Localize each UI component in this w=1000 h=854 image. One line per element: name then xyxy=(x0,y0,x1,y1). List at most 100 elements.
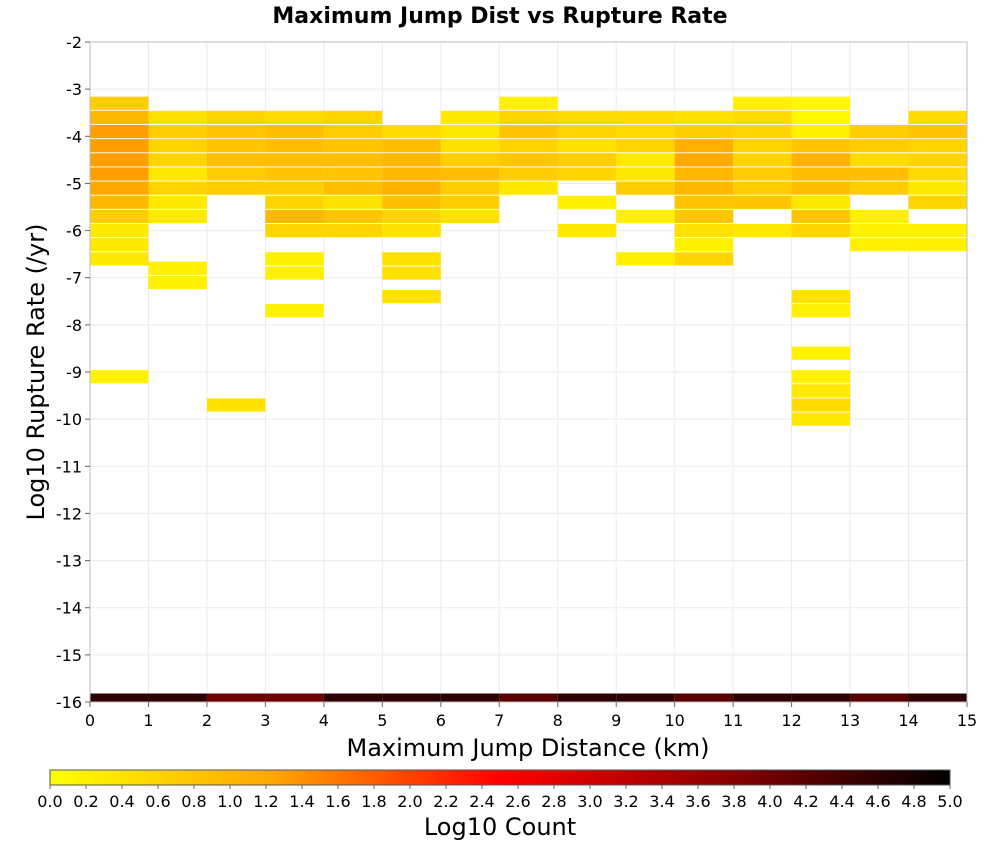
heatmap-cell xyxy=(323,693,383,702)
heatmap-cell xyxy=(382,289,441,304)
heatmap-cell xyxy=(557,167,617,181)
heatmap-cell xyxy=(382,693,441,702)
heatmap-cell xyxy=(440,693,500,702)
heatmap-cell xyxy=(733,195,792,209)
heatmap-cell xyxy=(148,209,207,224)
heatmap-cell xyxy=(265,181,324,195)
heatmap-cell xyxy=(206,181,266,195)
heatmap-cell xyxy=(90,693,149,702)
heatmap-cell xyxy=(557,153,617,167)
heatmap-cell xyxy=(148,139,207,153)
heatmap-cell xyxy=(791,181,851,195)
heatmap-cell xyxy=(674,110,734,125)
colorbar-tick-label: 3.6 xyxy=(685,792,710,811)
heatmap-cell xyxy=(90,252,149,266)
heatmap-cell xyxy=(791,195,851,209)
heatmap-cell xyxy=(90,195,149,209)
heatmap-cell xyxy=(323,209,383,224)
y-tick-label: -13 xyxy=(56,552,82,571)
heatmap-cell xyxy=(323,167,383,181)
heatmap-cell xyxy=(265,167,324,181)
heatmap-cell xyxy=(90,370,149,384)
heatmap-cell xyxy=(265,252,324,266)
heatmap-cell xyxy=(148,261,207,275)
heatmap-cell xyxy=(791,153,851,167)
heatmap-cell xyxy=(323,181,383,195)
y-tick-label: -15 xyxy=(56,646,82,665)
colorbar-tick-label: 1.8 xyxy=(361,792,386,811)
x-tick-label: 11 xyxy=(723,711,743,730)
colorbar xyxy=(49,769,951,786)
heatmap-cell xyxy=(791,384,851,398)
heatmap-cell xyxy=(791,110,851,125)
heatmap-cell xyxy=(323,139,383,153)
heatmap-cell xyxy=(791,139,851,153)
heatmap-cell xyxy=(265,195,324,209)
colorbar-tick-label: 0.6 xyxy=(145,792,170,811)
colorbar-tick-label: 3.4 xyxy=(649,792,674,811)
heatmap-cell xyxy=(791,370,851,384)
colorbar-tick-label: 1.0 xyxy=(217,792,242,811)
y-tick-label: -7 xyxy=(66,269,82,288)
heatmap-cell xyxy=(908,153,967,167)
colorbar-tick-label: 0.4 xyxy=(109,792,134,811)
heatmap-cell xyxy=(850,124,909,139)
colorbar-tick-label: 5.0 xyxy=(937,792,962,811)
heatmap-cell xyxy=(908,167,967,181)
heatmap-cell xyxy=(733,124,792,139)
heatmap-cell xyxy=(206,398,266,412)
heatmap-cell xyxy=(265,304,324,318)
heatmap-cell xyxy=(382,209,441,224)
heatmap-cell xyxy=(148,195,207,209)
x-tick-label: 6 xyxy=(436,711,446,730)
heatmap-cell xyxy=(616,252,675,266)
heatmap-cell xyxy=(850,167,909,181)
heatmap-cell xyxy=(499,167,558,181)
heatmap-cell xyxy=(674,167,734,181)
heatmap-cell xyxy=(616,153,675,167)
x-axis-ticks: 0 1 2 3 4 5 6 7 8 9 10 11 12 13 14 15 xyxy=(85,702,977,730)
heatmap-cell xyxy=(323,110,383,125)
heatmap-cell xyxy=(382,167,441,181)
y-tick-label: -11 xyxy=(56,457,82,476)
x-tick-label: 3 xyxy=(260,711,270,730)
heatmap-cell xyxy=(850,223,909,238)
heatmap-cell xyxy=(733,181,792,195)
heatmap-cell xyxy=(791,209,851,224)
heatmap-cell xyxy=(90,167,149,181)
colorbar-tick-label: 0.0 xyxy=(37,792,62,811)
heatmap-cell xyxy=(616,209,675,224)
heatmap-cell xyxy=(616,110,675,125)
heatmap-cell xyxy=(265,110,324,125)
heatmap-cell xyxy=(674,139,734,153)
y-tick-label: -9 xyxy=(66,363,82,382)
heatmap-cell xyxy=(850,693,909,702)
colorbar-tick-label: 2.2 xyxy=(433,792,458,811)
colorbar-tick-label: 4.2 xyxy=(793,792,818,811)
heatmap-cell xyxy=(90,139,149,153)
heatmap-cell xyxy=(908,139,967,153)
heatmap-cell xyxy=(616,693,675,702)
heatmap-cell xyxy=(206,139,266,153)
heatmap-cell xyxy=(206,153,266,167)
heatmap-cell xyxy=(148,275,207,290)
y-tick-label: -14 xyxy=(56,599,82,618)
heatmap-cell xyxy=(265,124,324,139)
colorbar-tick-label: 2.4 xyxy=(469,792,494,811)
heatmap-cell xyxy=(674,195,734,209)
heatmap-cell xyxy=(557,124,617,139)
heatmap-cell xyxy=(323,223,383,238)
heatmap-cell xyxy=(148,167,207,181)
heatmap-cell xyxy=(908,223,967,238)
heatmap-cell xyxy=(557,693,617,702)
heatmap-cell xyxy=(206,167,266,181)
heatmap-cell xyxy=(791,398,851,412)
y-tick-label: -2 xyxy=(66,33,82,52)
heatmap-cell xyxy=(850,139,909,153)
x-tick-label: 15 xyxy=(957,711,977,730)
colorbar-tick-label: 2.6 xyxy=(505,792,530,811)
heatmap-cell xyxy=(148,110,207,125)
heatmap-cell xyxy=(382,139,441,153)
x-tick-label: 8 xyxy=(553,711,563,730)
heatmap-cell xyxy=(908,110,967,125)
